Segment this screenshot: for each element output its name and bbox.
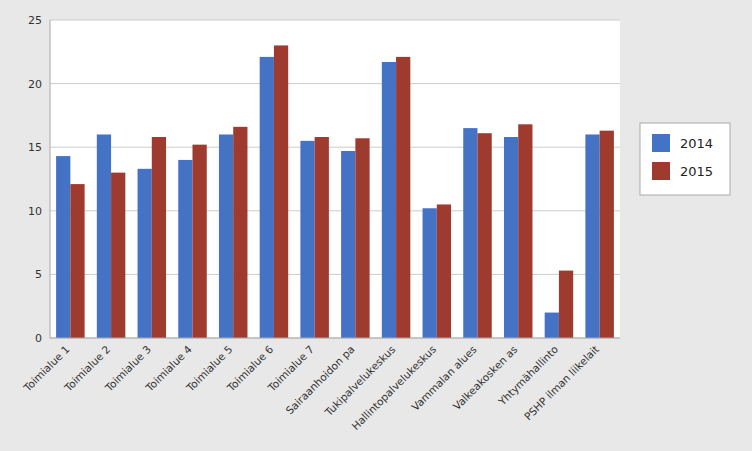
plot-area (50, 20, 620, 338)
bar (56, 156, 70, 338)
bar (178, 160, 192, 338)
y-axis-line (50, 20, 51, 338)
bar (300, 141, 314, 338)
bar (219, 134, 233, 338)
bar (518, 124, 532, 338)
bar (315, 137, 329, 338)
x-axis: Toimialue 1Toimialue 2Toimialue 3Toimial… (20, 343, 601, 432)
bar (138, 169, 152, 338)
bar (260, 57, 274, 338)
legend-label: 2015 (680, 164, 713, 179)
bar (437, 204, 451, 338)
bar (504, 137, 518, 338)
y-tick-label: 25 (28, 14, 42, 27)
bar (382, 62, 396, 338)
bar (111, 173, 125, 338)
bar (274, 45, 288, 338)
grid-line (50, 20, 620, 21)
bar (70, 184, 84, 338)
bar (355, 138, 369, 338)
y-tick-label: 10 (28, 205, 42, 218)
grid-line (50, 274, 620, 275)
chart: 0 5 10 15 20 25 Toimialue 1Toimialue 2Toimialu… (0, 0, 752, 451)
bars (56, 45, 614, 338)
y-tick-label: 20 (28, 78, 42, 91)
chart-container: 0 5 10 15 20 25 Toimialue 1Toimialue 2Toimialu… (0, 0, 752, 451)
bar (97, 134, 111, 338)
series (56, 57, 600, 338)
bar (545, 313, 559, 338)
x-tick-label: Tukipalvelukeskus (322, 343, 398, 419)
legend: 2014 2015 (640, 123, 730, 195)
y-tick-label: 0 (35, 332, 42, 345)
legend-swatch (652, 134, 670, 152)
grid-line (50, 147, 620, 148)
grid-line (50, 338, 620, 339)
series (70, 45, 614, 338)
bar (600, 131, 614, 338)
grid-line (50, 83, 620, 84)
x-tick-label: PSHP ilman liikelait (522, 343, 601, 422)
bar (559, 271, 573, 338)
grid-line (50, 210, 620, 211)
bar (233, 127, 247, 338)
x-tick-label: Sairaanhoidon pa (283, 343, 357, 417)
legend-label: 2014 (680, 136, 713, 151)
y-tick-label: 15 (28, 141, 42, 154)
bar (423, 208, 437, 338)
legend-swatch (652, 162, 670, 180)
bar (152, 137, 166, 338)
legend-box (640, 123, 730, 195)
bar (463, 128, 477, 338)
bar (585, 134, 599, 338)
background (0, 0, 752, 451)
bar (478, 133, 492, 338)
y-axis: 0 5 10 15 20 25 (28, 14, 620, 345)
y-tick-label: 5 (35, 268, 42, 281)
bar (341, 151, 355, 338)
bar (396, 57, 410, 338)
bar (193, 145, 207, 338)
x-axis-line (50, 338, 620, 339)
